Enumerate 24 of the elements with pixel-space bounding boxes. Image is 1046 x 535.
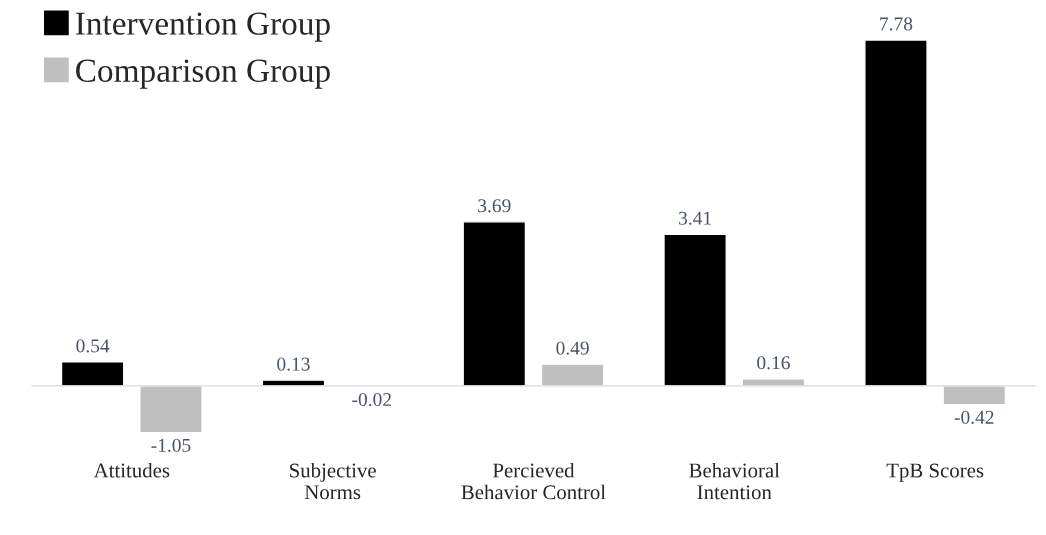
- data-label: 0.49: [556, 341, 589, 355]
- data-label: 0.16: [757, 356, 790, 370]
- data-label: -1.05: [151, 438, 191, 452]
- data-label: 0.13: [277, 357, 310, 371]
- x-tick-label: TpB Scores: [886, 463, 984, 482]
- x-tick-label: Attitudes: [93, 462, 170, 478]
- bar: [540, 363, 605, 387]
- bar: [942, 385, 1007, 406]
- data-label: 0.54: [76, 339, 110, 353]
- legend-label: Intervention Group: [75, 12, 330, 42]
- bar: [139, 385, 203, 434]
- x-tick-label: Subjective Norms: [290, 462, 376, 500]
- data-label: -0.42: [954, 410, 994, 424]
- data-label: 3.69: [478, 199, 511, 213]
- bar: [60, 361, 125, 387]
- data-label: 7.78: [880, 17, 913, 31]
- bar: [864, 39, 928, 387]
- bar: [462, 221, 527, 387]
- x-tick-label: Behavioral Intention: [689, 462, 780, 500]
- x-tick-label: Percieved Behavior Control: [461, 462, 606, 500]
- data-label: 3.41: [679, 211, 711, 225]
- legend-label: Comparison Group: [76, 59, 330, 89]
- bar: [663, 233, 727, 387]
- data-label: -0.02: [352, 392, 391, 407]
